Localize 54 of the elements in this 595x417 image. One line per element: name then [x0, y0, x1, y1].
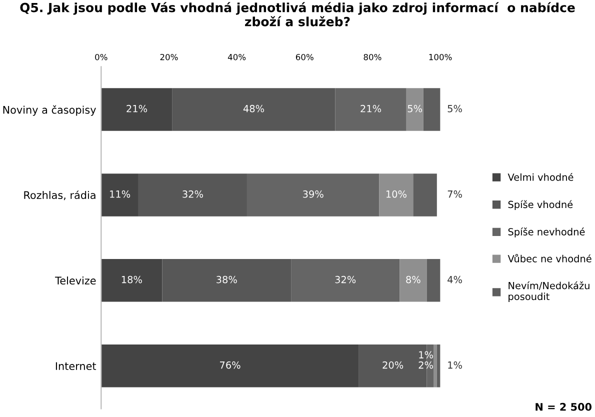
data-label: 4% — [448, 276, 462, 284]
bar — [101, 344, 359, 388]
legend-label: Vůbec ne vhodné — [508, 254, 592, 262]
x-tick-label: 100% — [429, 54, 452, 60]
bar — [413, 174, 437, 216]
data-label: 32% — [335, 276, 356, 284]
data-label: 5% — [448, 104, 462, 112]
data-label: 8% — [406, 276, 420, 284]
data-label: 20% — [382, 361, 404, 369]
bar — [400, 259, 427, 302]
x-tick-label: 40% — [228, 54, 246, 60]
data-label: 11% — [110, 190, 130, 198]
data-label: 10% — [386, 190, 406, 198]
data-label: 21% — [360, 104, 382, 112]
bar — [162, 259, 292, 302]
x-tick-label: 0% — [95, 54, 108, 60]
bar — [434, 344, 437, 388]
bar — [172, 88, 336, 131]
data-label: 1% — [448, 361, 462, 369]
legend-label: Velmi vhodné — [508, 172, 574, 181]
data-label: 38% — [216, 276, 237, 284]
bar — [101, 88, 172, 131]
y-tick-label: Noviny a časopisy — [3, 105, 96, 116]
text: N = 2 500 — [536, 402, 592, 411]
y-tick-label: Televize — [55, 276, 96, 285]
bar — [291, 259, 400, 302]
data-label: 7% — [448, 190, 462, 198]
bar — [406, 88, 424, 131]
legend-label: Spíše vhodné — [508, 200, 573, 210]
data-label: 76% — [220, 361, 240, 369]
bar — [246, 174, 380, 216]
bar — [101, 259, 162, 302]
bar — [138, 174, 247, 216]
data-label: 1% — [419, 351, 433, 358]
data-label: 5% — [408, 104, 422, 112]
x-tick-label: 20% — [160, 54, 178, 60]
data-label: 18% — [122, 276, 142, 284]
bar — [379, 174, 414, 216]
legend-label: Spíše nevhodné — [508, 228, 585, 238]
legend-label: Nevím/Nedokážu posoudit — [508, 281, 590, 302]
bar — [423, 88, 440, 131]
bar — [426, 259, 440, 302]
x-tick-label: 80% — [364, 54, 382, 60]
data-label: 21% — [126, 104, 148, 112]
data-label: 32% — [182, 190, 203, 198]
bar — [101, 174, 138, 216]
y-tick-label: Rozhlas, rádia — [24, 190, 96, 200]
x-tick-label: 60% — [296, 54, 314, 60]
data-label: 2% — [418, 361, 433, 369]
chart-title: Q5. Jak jsou podle Vás vhodná jednotlivá média jako zdroj informací o nabídce zboží a služeb? — [20, 2, 575, 26]
data-label: 48% — [243, 104, 264, 112]
bar — [335, 88, 406, 131]
y-tick-label: Internet — [56, 362, 96, 370]
data-label: 39% — [303, 190, 324, 198]
